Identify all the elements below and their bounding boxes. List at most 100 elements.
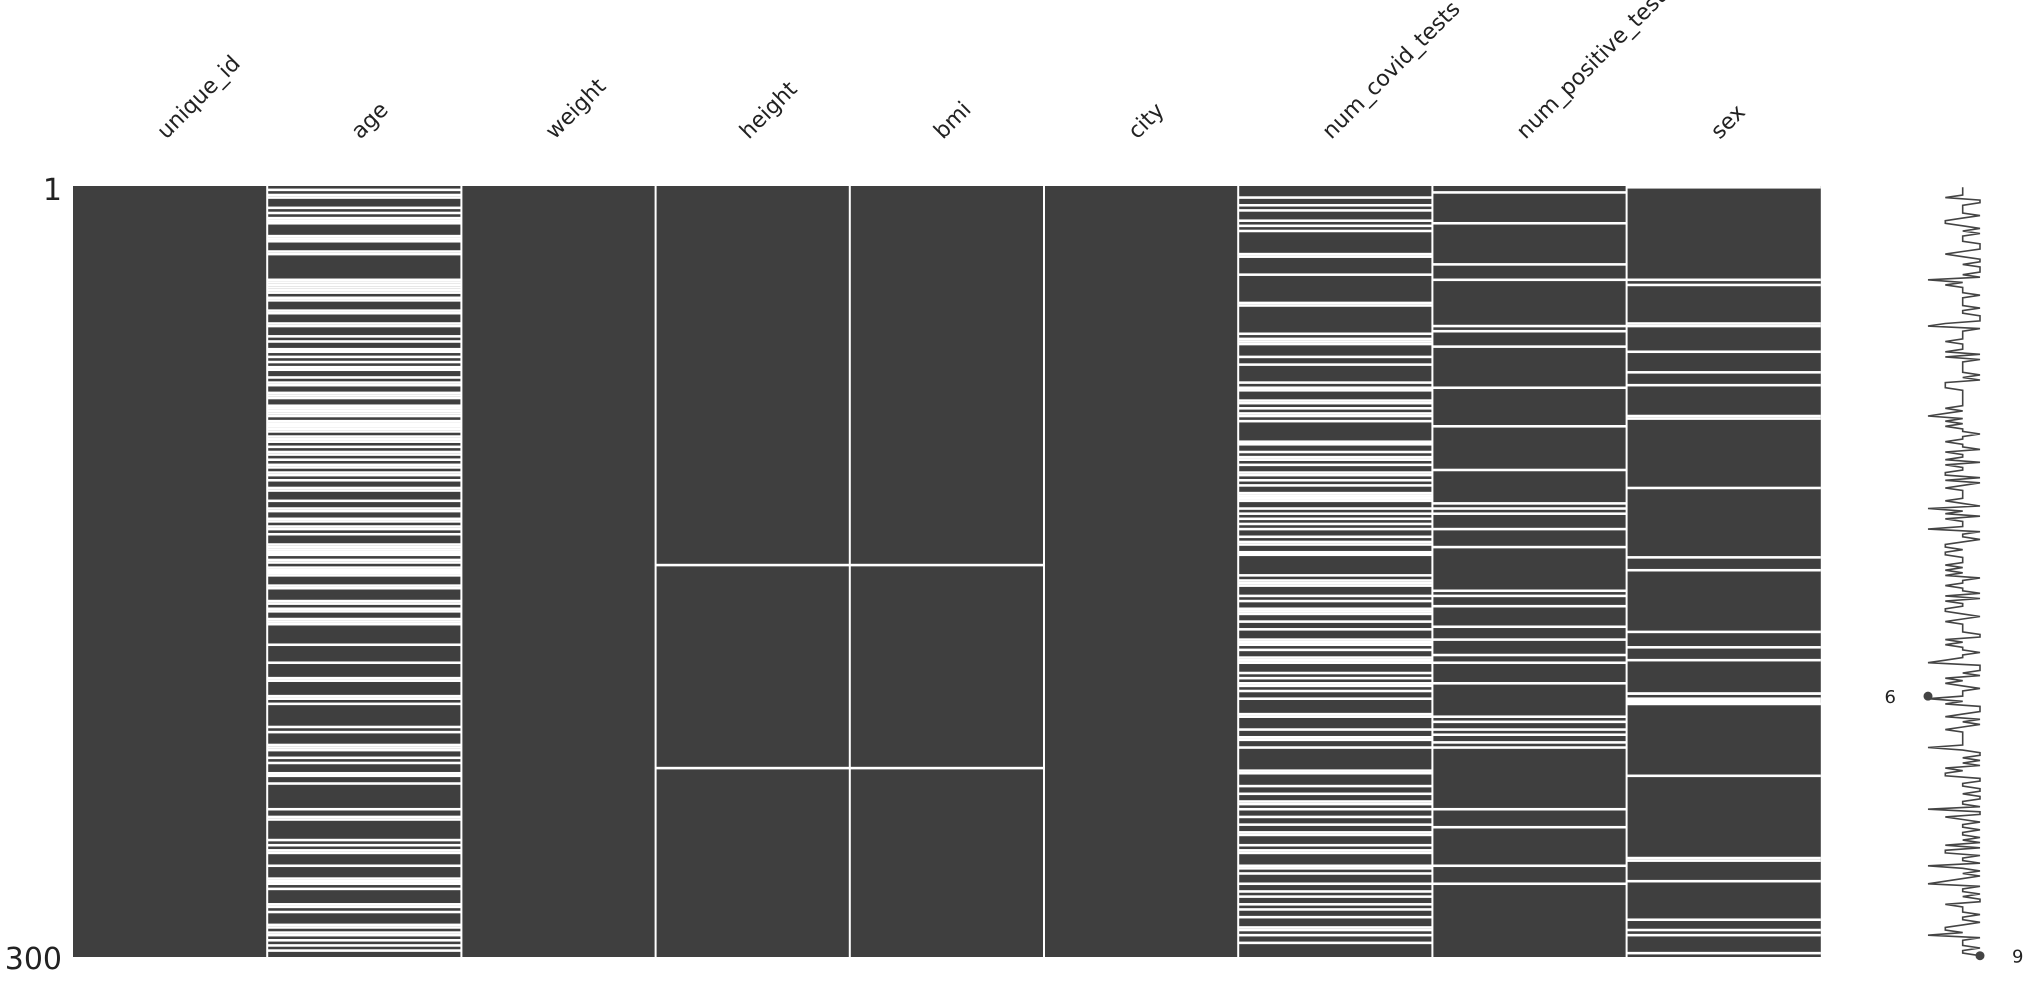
missing-cell xyxy=(1238,599,1433,603)
missing-cell xyxy=(1238,458,1433,461)
missing-cell xyxy=(1238,342,1433,346)
missing-cell xyxy=(1238,620,1433,623)
missing-cell xyxy=(1238,517,1433,521)
missing-cell xyxy=(267,661,462,665)
missing-cell xyxy=(267,599,462,603)
missing-cell xyxy=(267,281,462,284)
missing-cell xyxy=(267,239,462,243)
missing-cell xyxy=(267,558,462,562)
column-label-num-positive-tests: num_positive_tests xyxy=(1512,0,1679,144)
missing-cell xyxy=(267,347,462,351)
missing-cell xyxy=(267,234,462,238)
missing-cell xyxy=(267,553,462,557)
missing-cell xyxy=(1238,697,1433,700)
missing-cell xyxy=(1626,324,1821,328)
missing-cell xyxy=(1238,574,1433,577)
missing-cell xyxy=(1626,646,1821,649)
missing-cell xyxy=(1238,831,1433,834)
missing-cell xyxy=(1238,738,1433,742)
missing-cell xyxy=(1238,412,1433,415)
missing-cell xyxy=(1238,355,1433,359)
missing-cell xyxy=(1626,692,1821,695)
missing-cell xyxy=(1238,527,1433,531)
missing-cell xyxy=(1238,363,1433,366)
missing-cell xyxy=(267,425,462,428)
missing-cell xyxy=(267,782,462,785)
matrix-column-num-positive-tests xyxy=(1432,186,1627,957)
missing-cell xyxy=(1626,630,1821,634)
missing-cell xyxy=(267,499,462,503)
missing-cell xyxy=(1238,867,1433,870)
missing-cell xyxy=(1238,607,1433,611)
missing-cell xyxy=(267,761,462,765)
missing-cell xyxy=(267,545,462,549)
missing-cell xyxy=(1432,746,1627,749)
missing-cell xyxy=(267,748,462,752)
missing-cell xyxy=(267,296,462,300)
missing-cell xyxy=(1238,522,1433,526)
missing-cell xyxy=(267,335,462,338)
missing-cell xyxy=(1238,610,1433,613)
missing-cell xyxy=(1626,556,1821,559)
missing-cell xyxy=(1432,345,1627,348)
missing-cell xyxy=(1238,823,1433,826)
missing-cell xyxy=(1432,661,1627,665)
missing-cell xyxy=(1626,486,1821,490)
missing-cell xyxy=(267,944,462,947)
missing-cell xyxy=(267,879,462,883)
missing-cell xyxy=(1238,638,1433,641)
missing-cell xyxy=(1626,697,1821,700)
missing-cell xyxy=(267,730,462,734)
missing-cell xyxy=(1238,648,1433,652)
missing-cell xyxy=(1432,507,1627,510)
missing-cell xyxy=(1432,324,1627,328)
missing-cell xyxy=(1238,507,1433,510)
missing-cell xyxy=(1626,951,1821,955)
missing-cell xyxy=(1238,908,1433,911)
missing-cell xyxy=(267,571,462,575)
missing-cell xyxy=(267,702,462,706)
missing-cell xyxy=(267,299,462,302)
missing-cell xyxy=(1626,928,1821,932)
missing-cell xyxy=(267,445,462,449)
missing-cell xyxy=(1432,682,1627,685)
missing-cell xyxy=(1432,545,1627,549)
missing-cell xyxy=(1238,643,1433,647)
missing-cell xyxy=(1432,638,1627,641)
missing-cell xyxy=(267,188,462,192)
missing-cell xyxy=(267,864,462,868)
missing-cell xyxy=(267,532,462,536)
missing-cell xyxy=(1238,594,1433,598)
missing-cell xyxy=(267,838,462,842)
missing-cell xyxy=(1238,196,1433,199)
missing-cell xyxy=(1626,417,1821,420)
missing-cell xyxy=(1238,800,1433,803)
missing-cell xyxy=(1432,825,1627,829)
missing-cell xyxy=(1238,399,1433,402)
missing-cell xyxy=(1432,502,1627,505)
missing-cell xyxy=(267,887,462,891)
missing-cell xyxy=(1626,414,1821,418)
missing-cell xyxy=(1626,658,1821,662)
column-label-unique-id: unique_id xyxy=(153,51,246,144)
missing-cell xyxy=(267,517,462,521)
missing-cell xyxy=(1238,550,1433,554)
missing-cell xyxy=(267,383,462,387)
missing-cell xyxy=(1238,769,1433,772)
missing-cell xyxy=(1432,594,1627,598)
column-label-height: height xyxy=(735,77,803,145)
missing-cell xyxy=(1238,728,1433,731)
column-label-bmi: bmi xyxy=(929,97,976,144)
missing-cell xyxy=(267,543,462,546)
missing-cell xyxy=(1238,463,1433,467)
missing-cell xyxy=(1238,661,1433,665)
column-label-num-covid-tests: num_covid_tests xyxy=(1318,0,1466,144)
missing-cell xyxy=(267,453,462,456)
missing-cell xyxy=(1238,414,1433,418)
missing-cell xyxy=(1238,389,1433,392)
missing-cell xyxy=(1238,658,1433,662)
missing-cell xyxy=(267,278,462,282)
missing-cell xyxy=(1238,252,1433,256)
missing-cell xyxy=(267,216,462,220)
missing-cell xyxy=(1238,676,1433,680)
